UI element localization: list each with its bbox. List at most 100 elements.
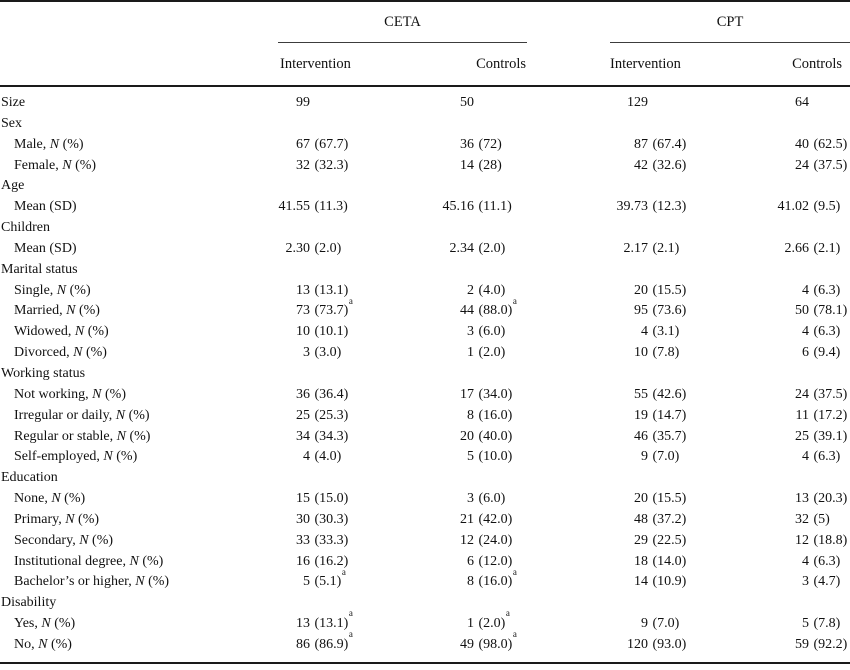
- cell-count: 16: [296, 553, 310, 569]
- cell-count: 2.34: [449, 240, 475, 256]
- cell-count: 3: [802, 574, 810, 590]
- value-cell: 8 (16.0): [400, 406, 527, 427]
- value-cell: 50 (78.1): [727, 301, 850, 322]
- cell-count: 95: [634, 303, 649, 319]
- table-row: Widowed, N (%) 10 (10.1) 3 (6.0) 4 (3.1) 4 (6.3): [0, 322, 850, 343]
- italic-n: N: [65, 511, 75, 527]
- cell-percent: (13.1): [314, 282, 349, 298]
- cell-percent: (10.0): [478, 449, 513, 465]
- value-cell: 36 (36.4): [278, 385, 400, 406]
- cell-count: 9: [641, 616, 649, 632]
- cell-count: 120: [627, 636, 649, 652]
- cell-percent: (2.1): [652, 240, 680, 256]
- value-cell: 32 (32.3): [278, 156, 400, 177]
- value-cell: 9 (7.0): [527, 614, 727, 635]
- value-cell: [727, 114, 850, 135]
- cell-percent: (7.0): [652, 449, 680, 465]
- value-cell: 12 (24.0): [400, 531, 527, 552]
- cell-percent: (93.0): [652, 636, 687, 652]
- cell-count: 6: [802, 345, 810, 361]
- value-cell: 30 (30.3): [278, 510, 400, 531]
- value-cell: [278, 218, 400, 239]
- ceta-group-underline: CETA: [278, 2, 528, 43]
- cell-count: 48: [634, 511, 649, 527]
- value-cell: 6 (9.4): [727, 343, 850, 364]
- cell-count: 2.66: [784, 240, 810, 256]
- cell-percent: (14.7): [652, 407, 687, 423]
- cell-percent: (67.7): [314, 136, 349, 152]
- row-label: Single, N (%): [14, 282, 91, 298]
- value-cell: 14 (10.9): [527, 572, 727, 593]
- value-cell: 21 (42.0): [400, 510, 527, 531]
- value-cell: 55 (42.6): [527, 385, 727, 406]
- cell-count: 32: [795, 511, 810, 527]
- cell-percent: (2.0): [478, 616, 506, 632]
- value-cell: 42 (32.6): [527, 156, 727, 177]
- row-label: Widowed, N (%): [14, 324, 109, 340]
- row-label: Institutional degree, N (%): [14, 553, 164, 569]
- cell-count: 15: [296, 491, 310, 507]
- cell-count: 19: [634, 407, 649, 423]
- row-label: Self-employed, N (%): [14, 449, 138, 465]
- cell-count: 10: [634, 345, 649, 361]
- cell-count: 86: [296, 636, 310, 652]
- cell-count: 13: [296, 616, 310, 632]
- cell-percent: (22.5): [652, 532, 687, 548]
- value-cell: 1 (2.0): [400, 343, 527, 364]
- value-cell: [527, 114, 727, 135]
- table-row: Primary, N (%) 30 (30.3) 21 (42.0) 48 (37.2) 32…: [0, 510, 850, 531]
- cell-percent: (15.5): [652, 282, 687, 298]
- table-row: Size 99 50 129 64: [0, 86, 850, 114]
- group-label-cpt: CPT: [716, 13, 744, 30]
- cell-percent: (39.1): [813, 428, 848, 444]
- cell-percent: (34.0): [478, 386, 513, 402]
- cell-percent: (36.4): [314, 386, 349, 402]
- cell-percent: (4.0): [314, 449, 342, 465]
- cell-percent: (10.1): [314, 324, 349, 340]
- row-label: Sex: [1, 115, 22, 131]
- cell-count: 10: [296, 324, 310, 340]
- value-cell: 5 (5.1)a: [278, 567, 400, 593]
- cell-count: 17: [460, 386, 474, 402]
- cell-count: 3: [467, 491, 474, 507]
- cell-count: 55: [634, 386, 649, 402]
- cell-count: 49: [460, 636, 474, 652]
- table-row: None, N (%) 15 (15.0) 3 (6.0) 20 (15.5) 13 (20.3…: [0, 489, 850, 510]
- cell-percent: (10.9): [652, 574, 687, 590]
- cell-percent: (86.9): [314, 636, 349, 652]
- cell-percent: (37.5): [813, 157, 848, 173]
- section-header-row: Sex: [0, 114, 850, 135]
- cell-count: 4: [802, 553, 810, 569]
- value-cell: 129: [527, 86, 727, 114]
- table-row: Irregular or daily, N (%) 25 (25.3) 8 (16.0)…: [0, 406, 850, 427]
- footnote-marker: a: [341, 566, 346, 577]
- row-label: Not working, N (%): [14, 386, 127, 402]
- cell-count: 21: [460, 511, 474, 527]
- column-header-row: Intervention Controls Intervention Contr…: [0, 43, 850, 87]
- cell-percent: (32.6): [652, 157, 687, 173]
- value-cell: 33 (33.3): [278, 531, 400, 552]
- table-row: Married, N (%) 73 (73.7)a 44 (88.0)a 95 (73.6)…: [0, 296, 850, 322]
- cell-count: 41.02: [777, 199, 810, 215]
- value-cell: 20 (15.5): [527, 489, 727, 510]
- cell-percent: (9.4): [813, 345, 841, 361]
- cell-count: 2: [467, 282, 474, 298]
- value-cell: 41.55 (11.3): [278, 197, 400, 218]
- cell-count: 39.73: [616, 199, 649, 215]
- cell-percent: (25.3): [314, 407, 349, 423]
- cell-percent: (9.5): [813, 199, 841, 215]
- value-cell: 34 (34.3): [278, 427, 400, 448]
- cell-count: 13: [296, 282, 310, 298]
- cell-count: 4: [802, 324, 810, 340]
- cell-percent: (35.7): [652, 428, 687, 444]
- value-cell: [278, 260, 400, 281]
- cell-percent: (16.0): [478, 407, 513, 423]
- cell-percent: (37.5): [813, 386, 848, 402]
- cell-percent: (15.5): [652, 491, 687, 507]
- italic-n: N: [92, 386, 102, 402]
- table-body: Size 99 50 129 64 Sex Male, N (%) 67 (67.7) 36 (72…: [0, 86, 850, 663]
- cell-percent: (18.8): [813, 532, 848, 548]
- table-row: Mean (SD) 41.55 (11.3) 45.16 (11.1) 39.73 (12.…: [0, 197, 850, 218]
- cell-count: 42: [634, 157, 649, 173]
- value-cell: [527, 260, 727, 281]
